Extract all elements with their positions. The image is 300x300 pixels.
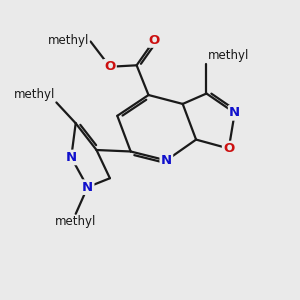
Text: N: N	[229, 106, 240, 119]
Text: N: N	[82, 181, 93, 194]
Text: O: O	[149, 34, 160, 46]
Text: O: O	[223, 142, 234, 155]
Text: methyl: methyl	[48, 34, 89, 46]
Text: N: N	[161, 154, 172, 167]
Text: methyl: methyl	[208, 49, 249, 62]
Text: methyl: methyl	[55, 215, 96, 228]
Text: O: O	[104, 60, 116, 73]
Text: N: N	[66, 151, 77, 164]
Text: methyl: methyl	[14, 88, 55, 101]
